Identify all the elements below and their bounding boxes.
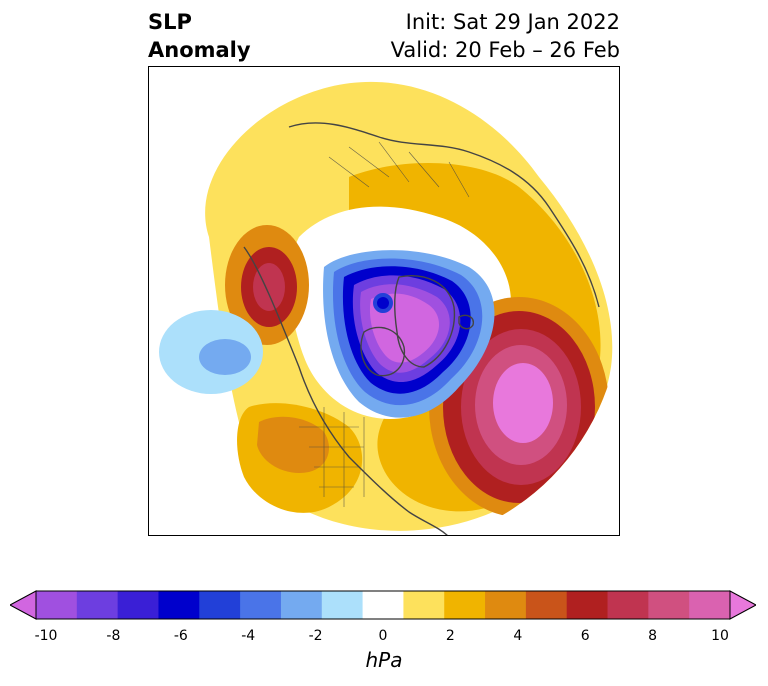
eurasia-coastline <box>288 122 600 308</box>
colorbar-bin <box>689 591 731 619</box>
map-title: SLP Anomaly <box>148 8 251 64</box>
low-arctic-center <box>373 293 393 313</box>
colorbar-bin <box>117 591 159 619</box>
colorbar-unit: hPa <box>365 648 403 672</box>
init-date: Init: Sat 29 Jan 2022 <box>405 10 620 34</box>
colorbar-bin <box>485 591 527 619</box>
colorbar-bin <box>444 591 486 619</box>
colorbar-bin <box>240 591 282 619</box>
colorbar-bin <box>321 591 364 619</box>
colorbar-tick-label: 0 <box>378 628 388 644</box>
colorbar-tick-label: 8 <box>648 628 658 644</box>
colorbar-bin <box>566 591 609 619</box>
colorbar-bin <box>199 591 241 619</box>
colorbar-bin <box>158 591 200 619</box>
colorbar-bin <box>607 591 649 619</box>
high-pacific-3 <box>253 263 285 311</box>
colorbar-extend-high <box>729 590 756 620</box>
colorbar <box>10 590 756 620</box>
colorbar-extend-low <box>10 590 37 620</box>
hudson-bay-outline <box>360 326 406 377</box>
colorbar-frame <box>35 590 731 620</box>
title-line-2: Anomaly <box>148 38 251 62</box>
colorbar-bin <box>403 591 445 619</box>
colorbar-bin <box>280 591 323 619</box>
title-line-1: SLP <box>148 10 192 34</box>
slp-anomaly-map <box>148 66 620 536</box>
country-borders <box>299 141 470 507</box>
colorbar-bin <box>76 591 119 619</box>
colorbar-tick-label: -6 <box>173 628 188 644</box>
colorbar-tick-label: -2 <box>308 628 323 644</box>
colorbar-bin <box>648 591 690 619</box>
colorbar-tick-label: 10 <box>711 628 729 644</box>
colorbar-tick-label: 2 <box>445 628 455 644</box>
north-america-coastline <box>243 246 448 535</box>
colorbar-tick-label: -4 <box>241 628 256 644</box>
colorbar-tick-label: -10 <box>34 628 58 644</box>
valid-range: Valid: 20 Feb – 26 Feb <box>390 38 620 62</box>
forecast-dates: Init: Sat 29 Jan 2022 Valid: 20 Feb – 26… <box>391 8 620 64</box>
colorbar-bin <box>362 591 404 619</box>
colorbar-tick-label: 4 <box>513 628 523 644</box>
coastlines <box>243 122 600 535</box>
colorbar-bin <box>525 591 568 619</box>
colorbar-bin <box>36 591 78 619</box>
greenland-outline <box>393 275 456 368</box>
anomaly-positive-conus-2 <box>257 416 329 473</box>
colorbar-tick-label: -8 <box>106 628 121 644</box>
low-pacific-2 <box>199 339 251 375</box>
iceland-outline <box>458 314 474 330</box>
colorbar-tick-label: 6 <box>580 628 590 644</box>
high-atlantic-5 <box>493 363 553 443</box>
